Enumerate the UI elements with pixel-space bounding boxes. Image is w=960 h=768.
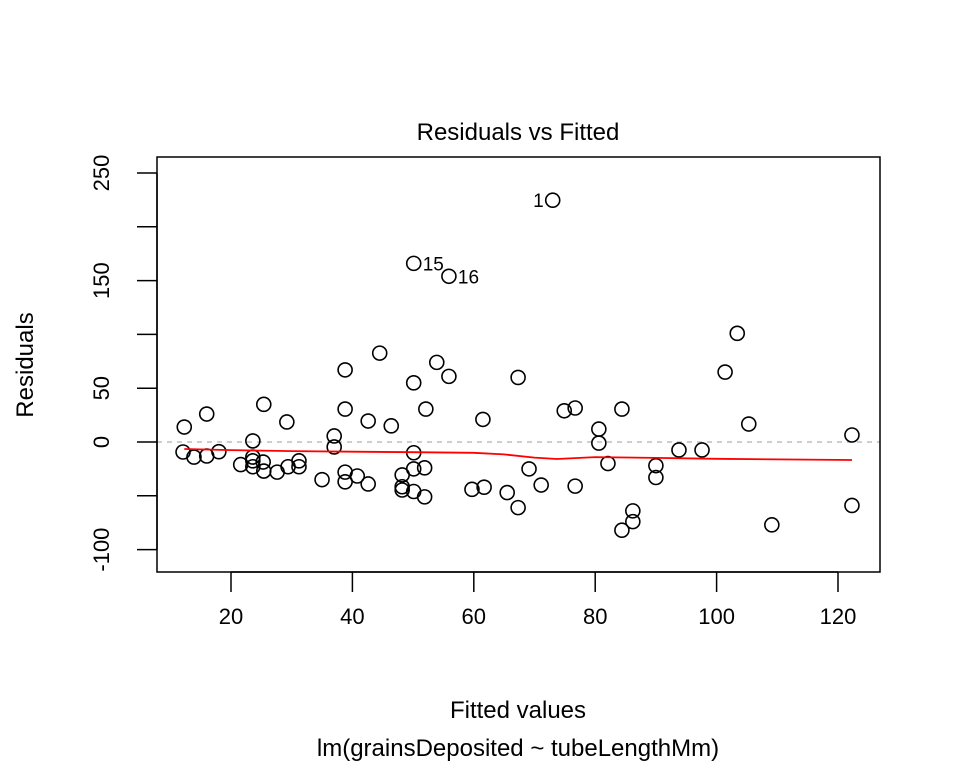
data-point: [567, 400, 583, 416]
data-point: [418, 401, 434, 417]
y-tick-label: 0: [89, 436, 114, 448]
plot-frame: [156, 156, 881, 573]
data-point: [245, 433, 261, 449]
data-point: [544, 192, 561, 209]
x-tick-label: 100: [698, 604, 735, 629]
data-point: [405, 375, 422, 391]
data-point: [360, 476, 376, 492]
outlier-label: 15: [423, 254, 444, 275]
data-point: [600, 455, 616, 472]
data-point: [844, 427, 860, 443]
data-point: [245, 458, 261, 475]
data-point: [394, 482, 410, 498]
data-point: [441, 368, 457, 385]
data-point: [614, 522, 630, 539]
y-tick-label: -100: [89, 528, 114, 572]
data-point: [591, 421, 607, 437]
data-point: [314, 471, 330, 488]
x-tick-label: 40: [340, 604, 364, 629]
x-axis-label: Fitted values: [450, 697, 586, 724]
data-point: [255, 454, 271, 470]
data-point: [740, 416, 757, 432]
data-point: [211, 443, 227, 460]
chart-title: Residuals vs Fitted: [417, 119, 620, 146]
x-tick-label: 60: [462, 604, 486, 629]
data-point: [717, 364, 733, 380]
data-point: [349, 468, 366, 484]
outlier-label: 1: [533, 191, 544, 212]
y-axis-label: Residuals: [12, 312, 39, 417]
data-point: [844, 497, 860, 514]
data-point: [625, 503, 641, 519]
data-point: [394, 467, 410, 483]
x-tick-label: 20: [219, 604, 243, 629]
data-point: [255, 396, 272, 413]
y-tick-label: 50: [89, 376, 114, 400]
data-point: [269, 464, 285, 480]
data-point: [671, 442, 687, 458]
loess-smooth-line: [184, 448, 853, 461]
data-point: [371, 345, 388, 361]
data-point: [476, 479, 492, 495]
data-point: [625, 513, 641, 530]
data-point: [337, 401, 353, 417]
data-point: [360, 413, 376, 429]
data-point: [337, 362, 353, 378]
data-point: [591, 435, 607, 451]
data-point: [175, 444, 191, 460]
data-point: [464, 481, 480, 498]
data-point: [198, 406, 215, 422]
chart-subtitle-model: lm(grainsDeposited ~ tubeLengthMm): [317, 735, 719, 762]
data-point: [326, 439, 342, 455]
data-point: [510, 499, 526, 516]
data-point: [383, 418, 400, 434]
data-point: [176, 419, 193, 435]
data-point: [764, 517, 780, 533]
data-point: [245, 453, 261, 469]
data-point: [428, 354, 445, 371]
data-point: [556, 402, 573, 419]
data-point: [475, 411, 491, 428]
data-point: [614, 401, 630, 417]
data-point: [648, 469, 664, 486]
data-point: [326, 428, 342, 444]
data-point: [441, 268, 457, 285]
data-point: [291, 458, 307, 475]
data-point: [416, 489, 433, 505]
data-point: [186, 449, 202, 465]
data-point: [291, 453, 307, 469]
data-point: [567, 478, 583, 494]
data-point: [405, 255, 422, 272]
outlier-label: 16: [458, 267, 479, 288]
data-point: [279, 414, 295, 430]
data-point: [533, 477, 549, 493]
data-point: [694, 442, 710, 458]
data-point: [416, 460, 433, 476]
x-tick-label: 80: [583, 604, 607, 629]
y-tick-label: 150: [89, 262, 114, 299]
data-point: [510, 369, 526, 386]
x-tick-label: 120: [820, 604, 857, 629]
data-point: [521, 461, 537, 477]
data-point: [499, 484, 515, 501]
data-point: [729, 325, 746, 342]
y-tick-label: 250: [89, 155, 114, 192]
